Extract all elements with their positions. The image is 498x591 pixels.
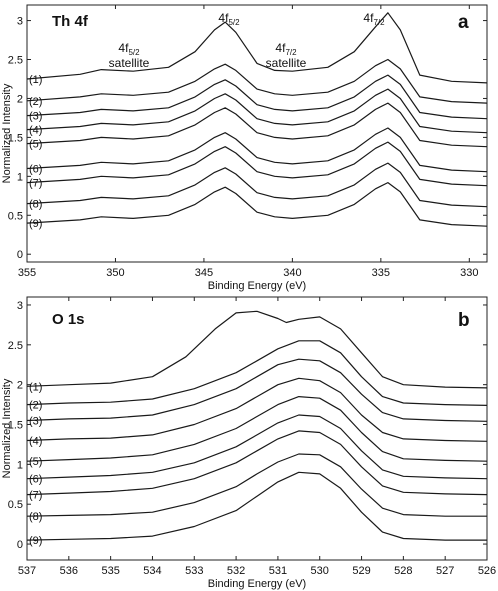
annotation-subscript: 7/2 (285, 48, 297, 57)
annotation-subscript: 7/2 (373, 18, 385, 27)
y-tick-label: 0 (17, 539, 23, 551)
spectrum-trace-6 (26, 127, 488, 173)
x-tick-label: 350 (106, 267, 124, 279)
x-tick-label: 528 (394, 565, 412, 577)
trace-label: (7) (29, 490, 42, 502)
x-tick-label: 533 (185, 565, 203, 577)
spectrum-trace-1 (26, 12, 488, 84)
plot-frame (26, 4, 488, 263)
x-tick-label: 530 (311, 565, 329, 577)
peak-annotation: 4f5/2 (118, 41, 140, 57)
spectrum-trace-3 (26, 74, 488, 120)
x-tick-label: 531 (269, 565, 287, 577)
trace-label: (1) (29, 74, 42, 86)
spectrum-trace-2 (26, 58, 488, 104)
spectrum-trace-4 (26, 377, 488, 442)
trace-label: (1) (29, 381, 42, 393)
panel-b-o-1s: 537 536 535 534 533 532 531 530 529 528 527 526 0 0.5… (1, 296, 496, 590)
annotation-subscript: 5/2 (228, 18, 240, 27)
annotation-main: 4f (275, 41, 286, 55)
y-tick-label: 2 (17, 93, 23, 105)
x-axis-title: Binding Energy (eV) (208, 578, 306, 590)
panel-letter: a (458, 12, 469, 33)
trace-label: (3) (29, 416, 42, 428)
x-tick-label: 526 (478, 565, 496, 577)
y-axis-title: Normalized Intensity (1, 83, 13, 183)
panel-title: Th 4f (52, 13, 89, 30)
trace-label: (4) (29, 125, 42, 137)
x-tick-label: 355 (18, 267, 36, 279)
trace-label: (5) (29, 456, 42, 468)
x-tick-label: 537 (18, 565, 36, 577)
trace-label: (8) (29, 199, 42, 211)
spectrum-trace-8 (26, 162, 488, 208)
trace-label: (4) (29, 435, 42, 447)
x-tick-label: 345 (195, 267, 213, 279)
trace-label: (8) (29, 511, 42, 523)
annotation-subscript: 5/2 (128, 48, 140, 57)
trace-label: (3) (29, 111, 42, 123)
spectrum-trace-9 (26, 182, 488, 227)
y-tick-label: 1 (17, 171, 23, 183)
spectrum-trace-7 (26, 430, 488, 496)
y-axis-title: Normalized Intensity (1, 378, 13, 478)
trace-label: (2) (29, 96, 42, 108)
x-tick-label: 532 (227, 565, 245, 577)
trace-label: (6) (29, 164, 42, 176)
panel-title: O 1s (52, 311, 85, 328)
y-tick-label: 3 (17, 300, 23, 312)
spectrum-trace-4 (26, 88, 488, 134)
panel-a-th-4f: 355 350 345 340 335 330 0 0.5 1 1.5 2 2.5 3 Binding E… (1, 4, 488, 292)
trace-label: (9) (29, 218, 42, 230)
x-tick-label: 330 (460, 267, 478, 279)
y-tick-label: 1.5 (8, 132, 23, 144)
trace-label: (9) (29, 535, 42, 547)
spectrum-trace-1 (26, 310, 488, 389)
peak-annotation: 4f5/2 (218, 11, 240, 27)
y-tick-label: 1.5 (8, 420, 23, 432)
annotation-main: 4f (118, 41, 129, 55)
x-tick-label: 529 (352, 565, 370, 577)
panel-letter: b (458, 310, 470, 331)
annotation-satellite: satellite (109, 56, 150, 70)
y-tick-label: 2.5 (8, 340, 23, 352)
annotation-satellite: satellite (266, 56, 307, 70)
trace-label: (6) (29, 474, 42, 486)
spectrum-trace-8 (26, 453, 487, 517)
y-tick-label: 0.5 (8, 210, 23, 222)
y-tick-label: 0 (17, 249, 23, 261)
x-tick-label: 335 (372, 267, 390, 279)
trace-label: (5) (29, 139, 42, 151)
y-tick-label: 2 (17, 380, 23, 392)
plot-frame (26, 296, 488, 561)
spectrum-trace-5 (26, 396, 488, 462)
spectrum-trace-2 (26, 340, 488, 406)
x-axis-title: Binding Energy (eV) (208, 280, 306, 292)
spectrum-trace-7 (26, 141, 488, 187)
spectrum-trace-9 (26, 471, 487, 541)
x-tick-label: 527 (436, 565, 454, 577)
spectrum-trace-6 (26, 414, 488, 480)
spectrum-trace-5 (26, 102, 488, 148)
y-tick-label: 1 (17, 459, 23, 471)
trace-label: (2) (29, 400, 42, 412)
x-tick-label: 534 (143, 565, 161, 577)
y-tick-label: 0.5 (8, 499, 23, 511)
y-tick-label: 2.5 (8, 55, 23, 67)
peak-annotation: 4f7/2 (275, 41, 297, 57)
annotation-main: 4f (363, 11, 374, 25)
y-tick-label: 3 (17, 16, 23, 28)
spectrum-trace-3 (26, 358, 488, 422)
x-tick-label: 340 (283, 267, 301, 279)
x-tick-label: 535 (101, 565, 119, 577)
x-tick-label: 536 (60, 565, 78, 577)
trace-label: (7) (29, 178, 42, 190)
peak-annotation: 4f7/2 (363, 11, 385, 27)
annotation-main: 4f (218, 11, 229, 25)
